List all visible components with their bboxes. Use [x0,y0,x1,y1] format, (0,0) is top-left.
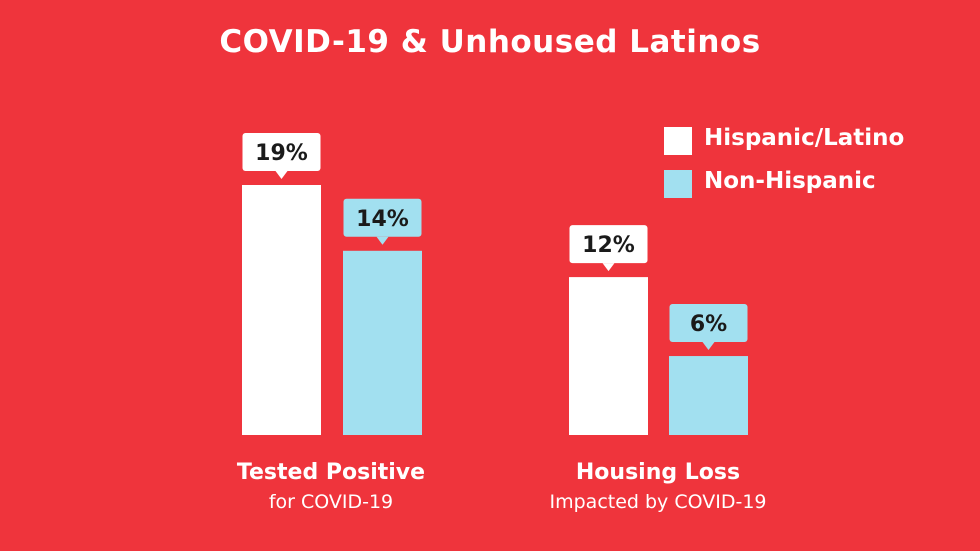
chart-title: COVID-19 & Unhoused Latinos [219,24,761,60]
bar-non-hispanic-0 [343,250,422,435]
bar-non-hispanic-1 [669,356,748,435]
data-label-callout: 6% [669,304,748,351]
category-main-label: Tested Positive [236,460,426,485]
category-label-tested-positive: Tested Positive for COVID-19 [181,460,481,513]
callout-pointer [376,236,389,245]
callout-box [242,133,321,171]
data-label: 14% [356,207,409,232]
callout-pointer [602,263,615,272]
category-sub-label: for COVID-19 [268,491,394,513]
data-label-callout: 12% [569,225,648,272]
callout-box [569,225,648,264]
category-main-label: Housing Loss [575,460,741,485]
legend-label: Hispanic/Latino [704,125,905,151]
callout-box [343,198,422,237]
data-label: 19% [255,141,308,166]
legend-label: Non-Hispanic [704,168,876,194]
callout-box [669,304,748,343]
data-label: 12% [582,233,635,258]
legend-swatch [664,127,692,155]
data-label-callout: 19% [242,133,321,179]
bar-hispanic-latino-0 [242,185,321,435]
category-sub-label: Impacted by COVID-19 [549,491,767,513]
data-label-callout: 14% [343,198,422,245]
callout-pointer [702,342,715,351]
bar-hispanic-latino-1 [569,277,648,435]
category-label-housing-loss: Housing Loss Impacted by COVID-19 [508,460,808,513]
callout-pointer [275,171,288,179]
legend-swatch [664,170,692,198]
data-label: 6% [690,312,727,337]
